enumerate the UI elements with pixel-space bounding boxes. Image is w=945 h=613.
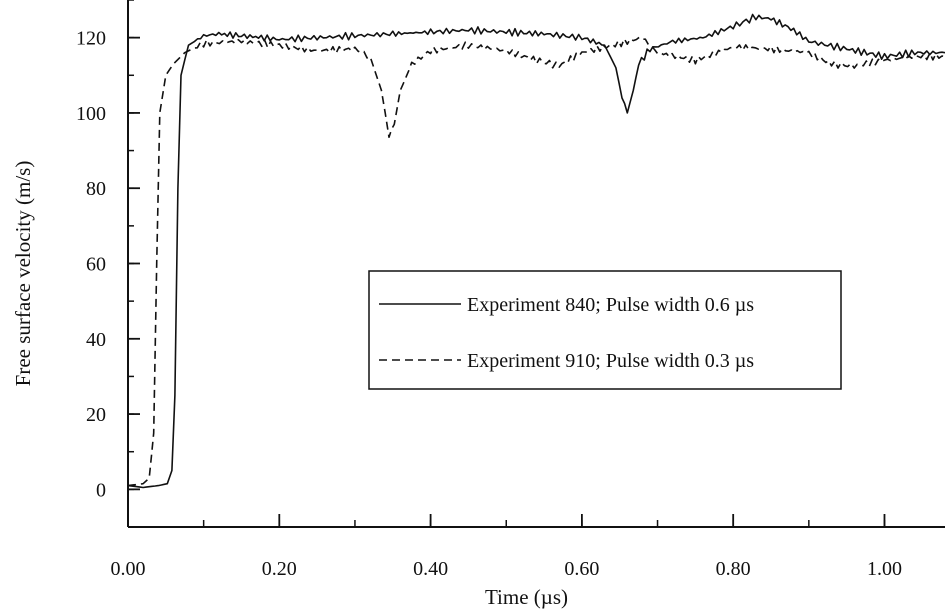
- legend-box: [368, 270, 842, 390]
- y-tick-label: 60: [86, 254, 106, 276]
- y-tick-label: 20: [86, 404, 106, 426]
- series-line-1: [127, 13, 945, 489]
- x-tick-label: 0.40: [413, 558, 448, 580]
- y-tick-label: 80: [86, 178, 106, 200]
- axes: 0 20 40 60 80 100 120 0.00 0.20 0.40 0.60 0.80 1.00: [76, 0, 945, 580]
- y-tick-label: 100: [76, 103, 106, 125]
- x-tick-label: 1.00: [867, 558, 902, 580]
- legend: Experiment 840; Pulse width 0.6 µs Experi…: [368, 270, 842, 390]
- x-tick-label: 0.80: [716, 558, 751, 580]
- x-tick-label: 0.20: [262, 558, 297, 580]
- legend-label-2: Experiment 910; Pulse width 0.3 µs: [467, 350, 754, 372]
- legend-label-1: Experiment 840; Pulse width 0.6 µs: [467, 294, 754, 316]
- x-tick-label: 0.00: [111, 558, 146, 580]
- y-tick-label: 0: [96, 479, 106, 501]
- y-tick-label: 120: [76, 28, 106, 50]
- x-axis-title: Time (µs): [485, 585, 568, 609]
- y-tick-label: 40: [86, 329, 106, 351]
- y-axis-title: Free surface velocity (m/s): [11, 161, 35, 387]
- x-tick-label: 0.60: [564, 558, 599, 580]
- series-layer: [127, 13, 945, 489]
- series-line-2: [127, 36, 945, 487]
